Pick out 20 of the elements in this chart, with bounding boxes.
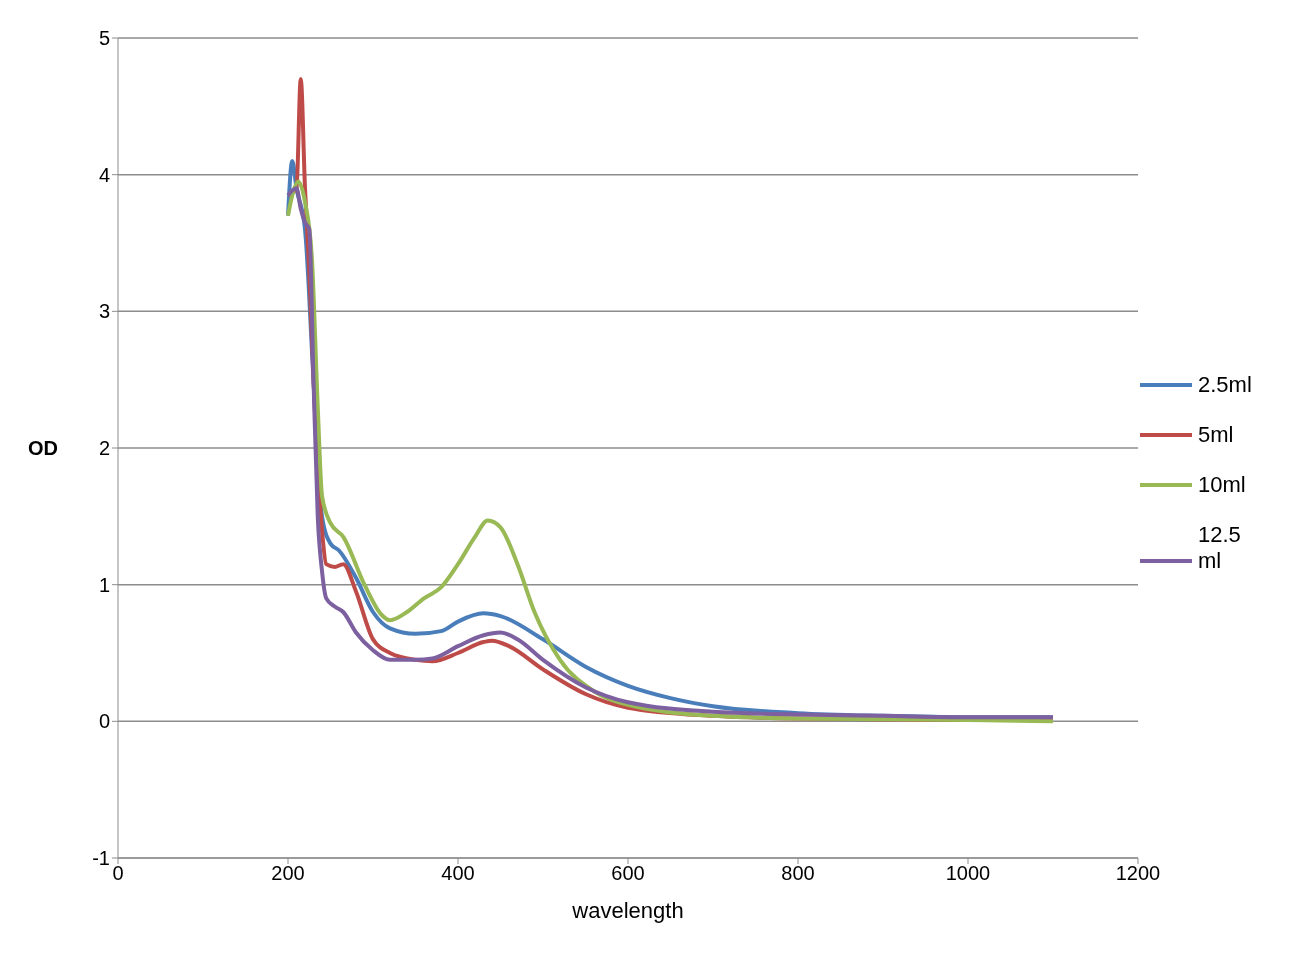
x-tick-label: 1200 — [1115, 862, 1161, 885]
x-tick-label: 0 — [112, 862, 124, 885]
x-tick-label: 400 — [441, 862, 475, 885]
y-tick-label: -1 — [92, 847, 110, 870]
y-tick-label: 4 — [98, 163, 110, 186]
legend-label: 5ml — [1198, 422, 1234, 448]
x-tick-label: 800 — [781, 862, 815, 885]
y-tick-label: 5 — [98, 27, 110, 50]
y-tick-label: 2 — [98, 437, 110, 460]
legend-label: 12.5 ml — [1198, 522, 1242, 574]
y-axis-title: OD — [28, 437, 58, 460]
x-tick-label: 600 — [611, 862, 645, 885]
y-tick-label: 0 — [98, 710, 110, 733]
x-axis-title: wavelength — [571, 898, 684, 923]
y-tick-label: 1 — [98, 573, 110, 596]
legend-label: 10ml — [1198, 472, 1246, 498]
y-tick-label: 3 — [98, 300, 110, 323]
legend-label: 2.5ml — [1198, 372, 1252, 398]
x-tick-label: 1000 — [945, 862, 991, 885]
x-tick-label: 200 — [271, 862, 305, 885]
